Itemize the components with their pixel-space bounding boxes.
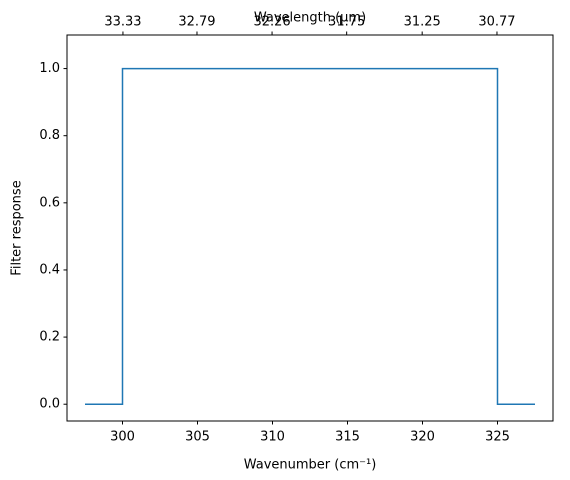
x2-tick-label: 31.25 (404, 15, 441, 30)
x-tick-label: 320 (410, 430, 435, 445)
y-tick-label: 0.0 (39, 397, 60, 412)
x2-tick-label: 33.33 (104, 15, 141, 30)
x-tick-label: 305 (185, 430, 210, 445)
x2-tick-label: 30.77 (478, 15, 515, 30)
y-tick-label: 1.0 (39, 61, 60, 76)
x2-axis-label: Wavelength (μm) (254, 11, 366, 26)
series-line (85, 67, 535, 405)
y-tick-label: 0.2 (39, 330, 60, 345)
x2-tick-label: 31.75 (328, 15, 365, 30)
x-tick-label: 325 (485, 430, 510, 445)
x-tick-label: 300 (110, 430, 135, 445)
x-tick-label: 310 (260, 430, 285, 445)
x-axis-label: Wavenumber (cm⁻¹) (244, 458, 377, 473)
y-axis-label: Filter response (10, 180, 25, 275)
y-tick-label: 0.6 (39, 195, 60, 210)
y-tick-label: 0.4 (39, 262, 60, 277)
plot-frame (66, 34, 554, 422)
x2-tick-label: 32.79 (178, 15, 215, 30)
x-tick-label: 315 (335, 430, 360, 445)
x2-tick-label: 32.26 (253, 15, 290, 30)
y-tick-label: 0.8 (39, 128, 60, 143)
